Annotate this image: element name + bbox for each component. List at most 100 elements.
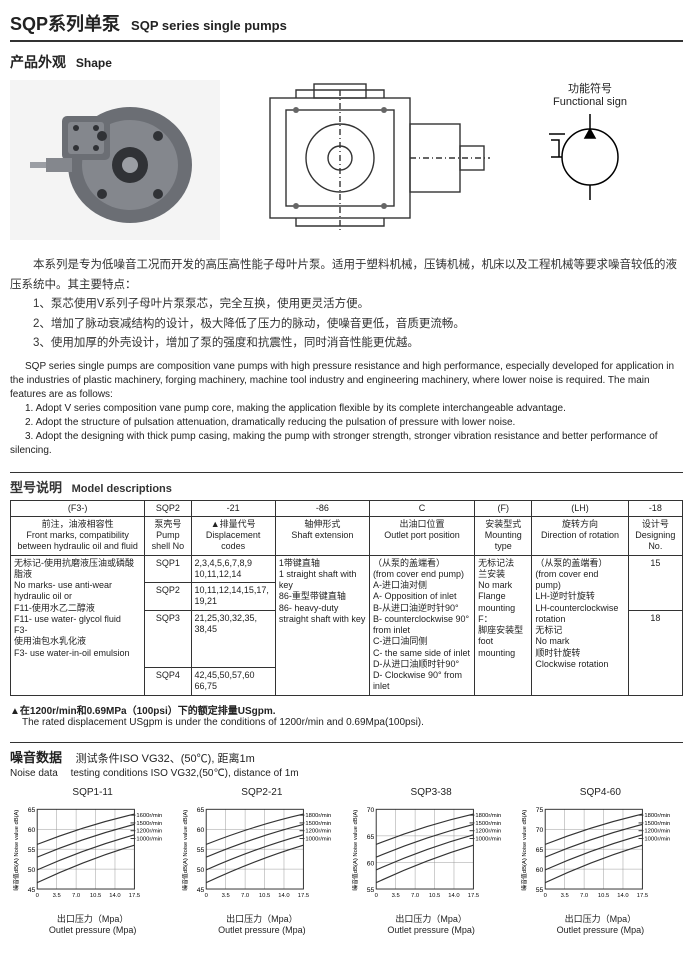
- table-cell: SQP3: [145, 610, 191, 668]
- desc-en-p1: SQP series single pumps are composition …: [10, 360, 683, 402]
- svg-text:50: 50: [28, 867, 36, 874]
- table-cell: 18: [628, 610, 682, 695]
- svg-text:7.0: 7.0: [580, 893, 589, 899]
- chart-xlabel: 出口压力（Mpa）Outlet pressure (Mpa): [10, 914, 175, 936]
- note: ▲在1200r/min和0.69MPa（100psi）下的额定排量USgpm. …: [10, 702, 683, 728]
- desc-cn-p1: 本系列是专为低噪音工况而开发的高压高性能子母叶片泵。适用于塑料机械，压铸机械，机…: [10, 256, 683, 295]
- svg-text:1800r/min: 1800r/min: [306, 813, 332, 819]
- svg-text:1600r/min: 1600r/min: [136, 813, 162, 819]
- chart: SQP4-60556065707503.57.010.514.017.51800…: [518, 787, 683, 936]
- model-cn: 型号说明: [10, 480, 62, 495]
- svg-text:1000r/min: 1000r/min: [475, 836, 501, 842]
- svg-text:17.5: 17.5: [298, 893, 309, 899]
- svg-text:45: 45: [197, 887, 205, 894]
- svg-text:10.5: 10.5: [259, 893, 270, 899]
- svg-text:65: 65: [535, 847, 543, 854]
- table-head: SQP2: [145, 500, 191, 516]
- table-cell: 无标记-使用抗磨液压油或磷酸脂液 No marks- use anti-wear…: [11, 555, 145, 695]
- svg-text:0: 0: [543, 893, 547, 899]
- svg-text:1800r/min: 1800r/min: [475, 813, 501, 819]
- svg-text:1500r/min: 1500r/min: [475, 821, 501, 827]
- svg-text:60: 60: [197, 827, 205, 834]
- table-head: (F): [475, 500, 532, 516]
- noise-en: Noise data: [10, 768, 58, 779]
- shape-cn: 产品外观: [10, 54, 66, 70]
- shape-row: 功能符号 Functional sign: [10, 80, 683, 240]
- table-subhead: ▲排量代号 Displacement codes: [191, 516, 275, 555]
- svg-text:噪音值dB(A) Noise value dB(A): 噪音值dB(A) Noise value dB(A): [350, 809, 358, 890]
- table-cell: 15: [628, 555, 682, 610]
- svg-text:55: 55: [535, 887, 543, 894]
- svg-text:1500r/min: 1500r/min: [644, 821, 670, 827]
- chart: SQP3-385560657003.57.010.514.017.51800r/…: [349, 787, 514, 936]
- svg-text:1200r/min: 1200r/min: [475, 828, 501, 834]
- chart-title: SQP1-11: [10, 787, 175, 798]
- functional-sign: 功能符号 Functional sign: [510, 80, 670, 202]
- svg-text:45: 45: [28, 887, 36, 894]
- chart-title: SQP4-60: [518, 787, 683, 798]
- table-head: -18: [628, 500, 682, 516]
- func-en: Functional sign: [510, 96, 670, 108]
- svg-text:1200r/min: 1200r/min: [306, 828, 332, 834]
- table-subhead: 泵壳号 Pump shell No: [145, 516, 191, 555]
- svg-text:1500r/min: 1500r/min: [136, 821, 162, 827]
- shape-en: Shape: [76, 56, 112, 70]
- svg-text:7.0: 7.0: [72, 893, 81, 899]
- table-cell: SQP1: [145, 555, 191, 583]
- chart-xlabel: 出口压力（Mpa）Outlet pressure (Mpa): [179, 914, 344, 936]
- desc-en-3: 3. Adopt the designing with thick pump c…: [10, 430, 683, 458]
- svg-text:17.5: 17.5: [467, 893, 478, 899]
- table-head: -21: [191, 500, 275, 516]
- note-cn: ▲在1200r/min和0.69MPa（100psi）下的额定排量USgpm.: [10, 702, 683, 717]
- chart-title: SQP3-38: [349, 787, 514, 798]
- table-subhead: 出油口位置 Outlet port position: [369, 516, 474, 555]
- svg-text:1800r/min: 1800r/min: [644, 813, 670, 819]
- model-table: (F3-)SQP2-21-86C(F)(LH)-18 前注，油液相容性 Fron…: [10, 500, 683, 696]
- chart-svg: 455055606503.57.010.514.017.51800r/min15…: [179, 800, 344, 910]
- desc-en-1: 1. Adopt V series composition vane pump …: [10, 402, 683, 416]
- svg-text:0: 0: [36, 893, 40, 899]
- svg-text:14.0: 14.0: [448, 893, 460, 899]
- noise-cond-en: testing conditions ISO VG32,(50℃), dista…: [71, 768, 299, 779]
- svg-text:10.5: 10.5: [428, 893, 439, 899]
- table-subhead: 旋转方向 Direction of rotation: [532, 516, 628, 555]
- svg-text:1000r/min: 1000r/min: [306, 836, 332, 842]
- func-cn: 功能符号: [510, 80, 670, 96]
- noise-title: 噪音数据 测试条件ISO VG32、(50℃), 距离1m: [10, 742, 683, 766]
- chart-title: SQP2-21: [179, 787, 344, 798]
- svg-text:75: 75: [535, 807, 543, 814]
- chart-svg: 455055606503.57.010.514.017.51600r/min15…: [10, 800, 175, 910]
- table-cell: 21,25,30,32,35, 38,45: [191, 610, 275, 668]
- svg-text:14.0: 14.0: [109, 893, 121, 899]
- chart-svg: 5560657003.57.010.514.017.51800r/min1500…: [349, 800, 514, 910]
- svg-text:0: 0: [374, 893, 378, 899]
- svg-text:60: 60: [535, 867, 543, 874]
- table-cell: SQP2: [145, 583, 191, 611]
- svg-text:55: 55: [28, 847, 36, 854]
- svg-text:17.5: 17.5: [637, 893, 648, 899]
- svg-text:60: 60: [28, 827, 36, 834]
- svg-text:噪音值dB(A) Noise value dB(A): 噪音值dB(A) Noise value dB(A): [520, 809, 528, 890]
- svg-text:噪音值dB(A) Noise value dB(A): 噪音值dB(A) Noise value dB(A): [181, 809, 189, 890]
- chart: SQP1-11455055606503.57.010.514.017.51600…: [10, 787, 175, 936]
- desc-en: SQP series single pumps are composition …: [10, 360, 683, 458]
- table-cell: 1带键直轴 1 straight shaft with key 86-重型带键直…: [275, 555, 369, 695]
- svg-text:7.0: 7.0: [241, 893, 250, 899]
- svg-text:3.5: 3.5: [560, 893, 568, 899]
- svg-text:1000r/min: 1000r/min: [136, 836, 162, 842]
- svg-text:65: 65: [366, 834, 374, 841]
- svg-text:17.5: 17.5: [129, 893, 140, 899]
- desc-cn-3: 3、使用加厚的外壳设计，增加了泵的强度和抗震性，同时消音性能更优越。: [10, 334, 683, 354]
- svg-text:1500r/min: 1500r/min: [306, 821, 332, 827]
- table-head: C: [369, 500, 474, 516]
- functional-sign-icon: [545, 112, 635, 202]
- chart-xlabel: 出口压力（Mpa）Outlet pressure (Mpa): [349, 914, 514, 936]
- table-cell: SQP4: [145, 668, 191, 696]
- note-en: The rated displacement USgpm is under th…: [10, 717, 683, 728]
- svg-text:3.5: 3.5: [222, 893, 230, 899]
- table-cell: 42,45,50,57,60 66,75: [191, 668, 275, 696]
- shape-title: 产品外观 Shape: [10, 52, 683, 72]
- noise-sub: Noise data testing conditions ISO VG32,(…: [10, 768, 683, 779]
- noise-cn: 噪音数据: [10, 750, 62, 765]
- table-subhead: 前注，油液相容性 Front marks, compatibility betw…: [11, 516, 145, 555]
